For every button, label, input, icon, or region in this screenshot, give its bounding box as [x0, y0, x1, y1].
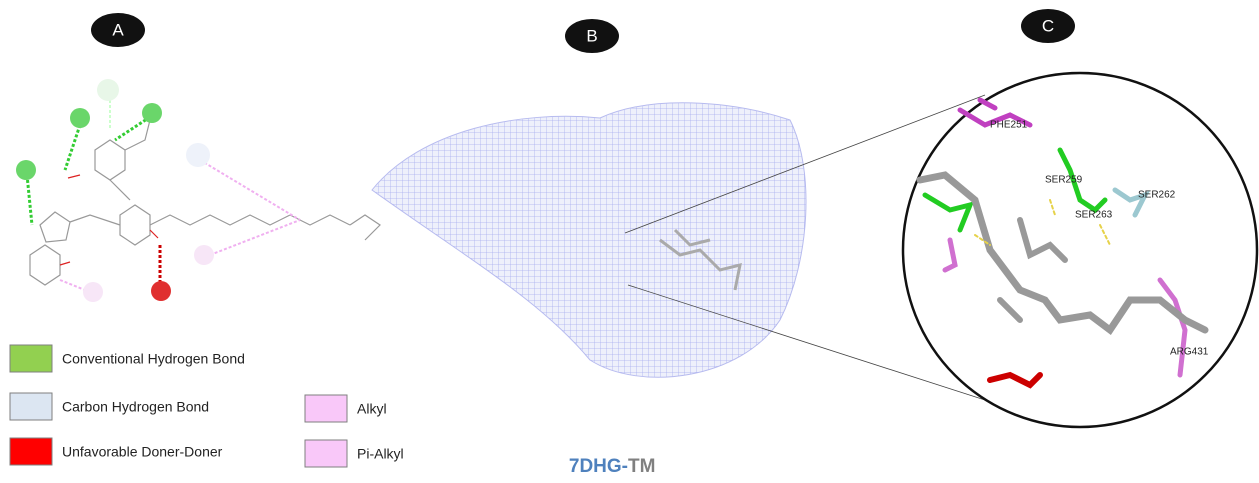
legend-label: Alkyl	[357, 401, 387, 417]
zoom-circle	[903, 73, 1257, 427]
panel-label: C	[1042, 16, 1054, 35]
panel-label: B	[586, 26, 597, 45]
legend: Conventional Hydrogen Bond Carbon Hydroge…	[10, 345, 404, 467]
residue-label: ARG431	[1170, 347, 1209, 358]
legend-swatch	[10, 393, 52, 420]
legend-label: Conventional Hydrogen Bond	[62, 351, 245, 367]
caption-ligand: TM	[628, 456, 655, 477]
caption-protein: 7DHG-	[569, 456, 628, 477]
interaction-diagram	[16, 79, 380, 302]
page: A B C Conventional Hydro	[0, 0, 1259, 483]
legend-swatch	[305, 440, 347, 467]
residue-label: SER259	[1045, 175, 1083, 186]
residue-label: PHE251	[990, 120, 1028, 131]
residue-label: SER263	[1075, 210, 1113, 221]
legend-swatch	[305, 395, 347, 422]
legend-label: Unfavorable Doner-Doner	[62, 444, 223, 460]
residue-label: SER262	[1138, 190, 1176, 201]
legend-label: Carbon Hydrogen Bond	[62, 399, 209, 415]
legend-swatch	[10, 345, 52, 372]
legend-swatch	[10, 438, 52, 465]
legend-label: Pi-Alkyl	[357, 446, 404, 462]
panel-label: A	[112, 20, 124, 39]
protein-surface	[372, 103, 806, 377]
figure: A B C Conventional Hydro	[0, 0, 1259, 483]
